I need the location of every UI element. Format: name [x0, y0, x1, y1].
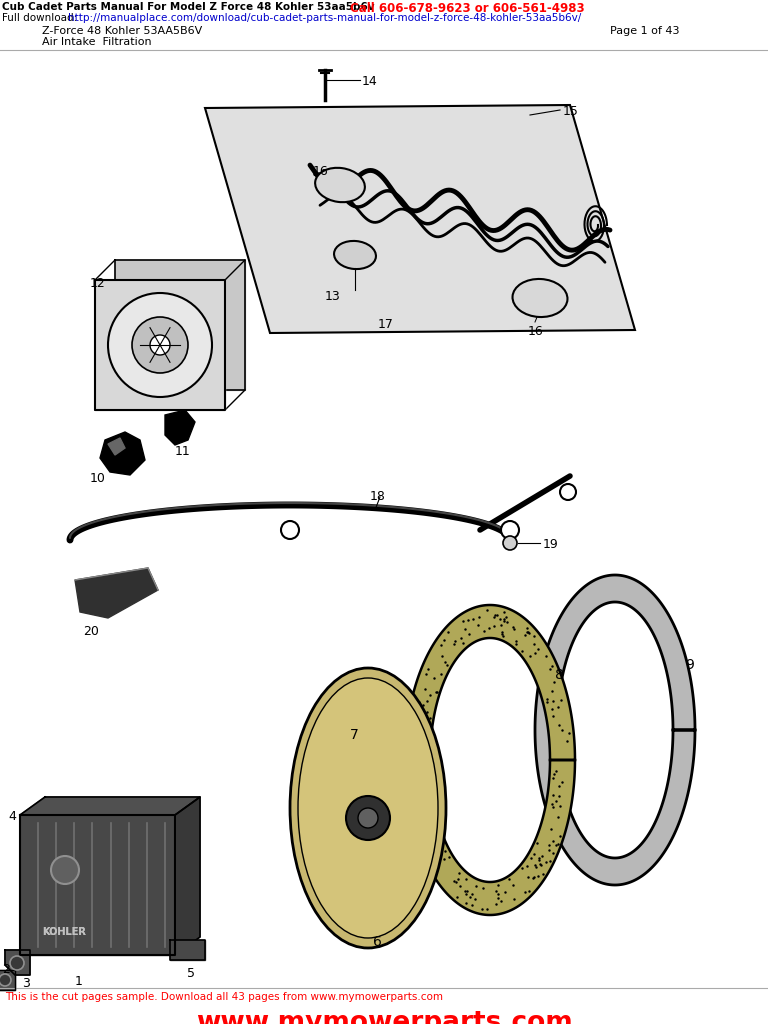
- Text: 1: 1: [75, 975, 83, 988]
- Text: 7: 7: [350, 728, 359, 742]
- Text: Page 1 of 43: Page 1 of 43: [610, 26, 680, 36]
- Polygon shape: [0, 970, 15, 990]
- Text: 18: 18: [370, 490, 386, 503]
- Text: 16: 16: [528, 325, 544, 338]
- Circle shape: [358, 808, 378, 828]
- Text: 14: 14: [362, 75, 378, 88]
- Polygon shape: [100, 432, 145, 475]
- Circle shape: [346, 796, 390, 840]
- Polygon shape: [535, 575, 695, 885]
- Text: Call 606-678-9623 or 606-561-4983: Call 606-678-9623 or 606-561-4983: [350, 2, 584, 15]
- Text: 5: 5: [187, 967, 195, 980]
- Text: Air Intake  Filtration: Air Intake Filtration: [42, 37, 151, 47]
- Text: 3: 3: [22, 977, 30, 990]
- Text: 12: 12: [90, 278, 106, 290]
- Text: 4: 4: [8, 810, 16, 823]
- Circle shape: [108, 293, 212, 397]
- Ellipse shape: [315, 168, 365, 202]
- Text: 17: 17: [378, 318, 394, 331]
- Polygon shape: [75, 568, 158, 618]
- Circle shape: [150, 335, 170, 355]
- Polygon shape: [20, 797, 200, 815]
- Polygon shape: [165, 410, 195, 445]
- Text: 11: 11: [175, 445, 190, 458]
- Circle shape: [281, 521, 299, 539]
- Text: 6: 6: [373, 935, 382, 949]
- Polygon shape: [170, 940, 205, 961]
- Ellipse shape: [298, 678, 438, 938]
- Circle shape: [501, 521, 519, 539]
- Text: 15: 15: [563, 105, 579, 118]
- Circle shape: [0, 974, 11, 986]
- Text: Z-Force 48 Kohler 53AA5B6V: Z-Force 48 Kohler 53AA5B6V: [42, 26, 202, 36]
- Polygon shape: [205, 105, 635, 333]
- Text: 2: 2: [2, 963, 10, 976]
- Text: 20: 20: [83, 625, 99, 638]
- Ellipse shape: [290, 668, 446, 948]
- Text: Full download:: Full download:: [2, 13, 81, 23]
- Ellipse shape: [512, 279, 568, 317]
- Polygon shape: [20, 815, 175, 955]
- Polygon shape: [405, 605, 575, 915]
- Text: http://manualplace.com/download/cub-cadet-parts-manual-for-model-z-force-48-kohl: http://manualplace.com/download/cub-cade…: [68, 13, 581, 23]
- Text: 8: 8: [555, 668, 564, 682]
- Circle shape: [560, 484, 576, 500]
- Circle shape: [51, 856, 79, 884]
- Polygon shape: [95, 280, 225, 410]
- Polygon shape: [115, 260, 245, 390]
- Text: KOHLER: KOHLER: [42, 927, 86, 937]
- Text: Cub Cadet Parts Manual For Model Z Force 48 Kohler 53aa5b6v: Cub Cadet Parts Manual For Model Z Force…: [2, 2, 375, 12]
- Polygon shape: [175, 797, 200, 955]
- Text: 10: 10: [90, 472, 106, 485]
- Circle shape: [10, 956, 24, 970]
- Text: KOHLER: KOHLER: [42, 927, 86, 937]
- Ellipse shape: [334, 241, 376, 269]
- Text: 13: 13: [325, 290, 341, 303]
- Text: 9: 9: [685, 658, 694, 672]
- Text: This is the cut pages sample. Download all 43 pages from www.mymowerparts.com: This is the cut pages sample. Download a…: [5, 992, 443, 1002]
- Polygon shape: [5, 950, 30, 975]
- Circle shape: [503, 536, 517, 550]
- Text: 19: 19: [543, 538, 559, 551]
- Text: www.mymowerparts.com: www.mymowerparts.com: [196, 1010, 572, 1024]
- Circle shape: [132, 317, 188, 373]
- Polygon shape: [108, 438, 125, 455]
- Text: 16: 16: [313, 165, 329, 178]
